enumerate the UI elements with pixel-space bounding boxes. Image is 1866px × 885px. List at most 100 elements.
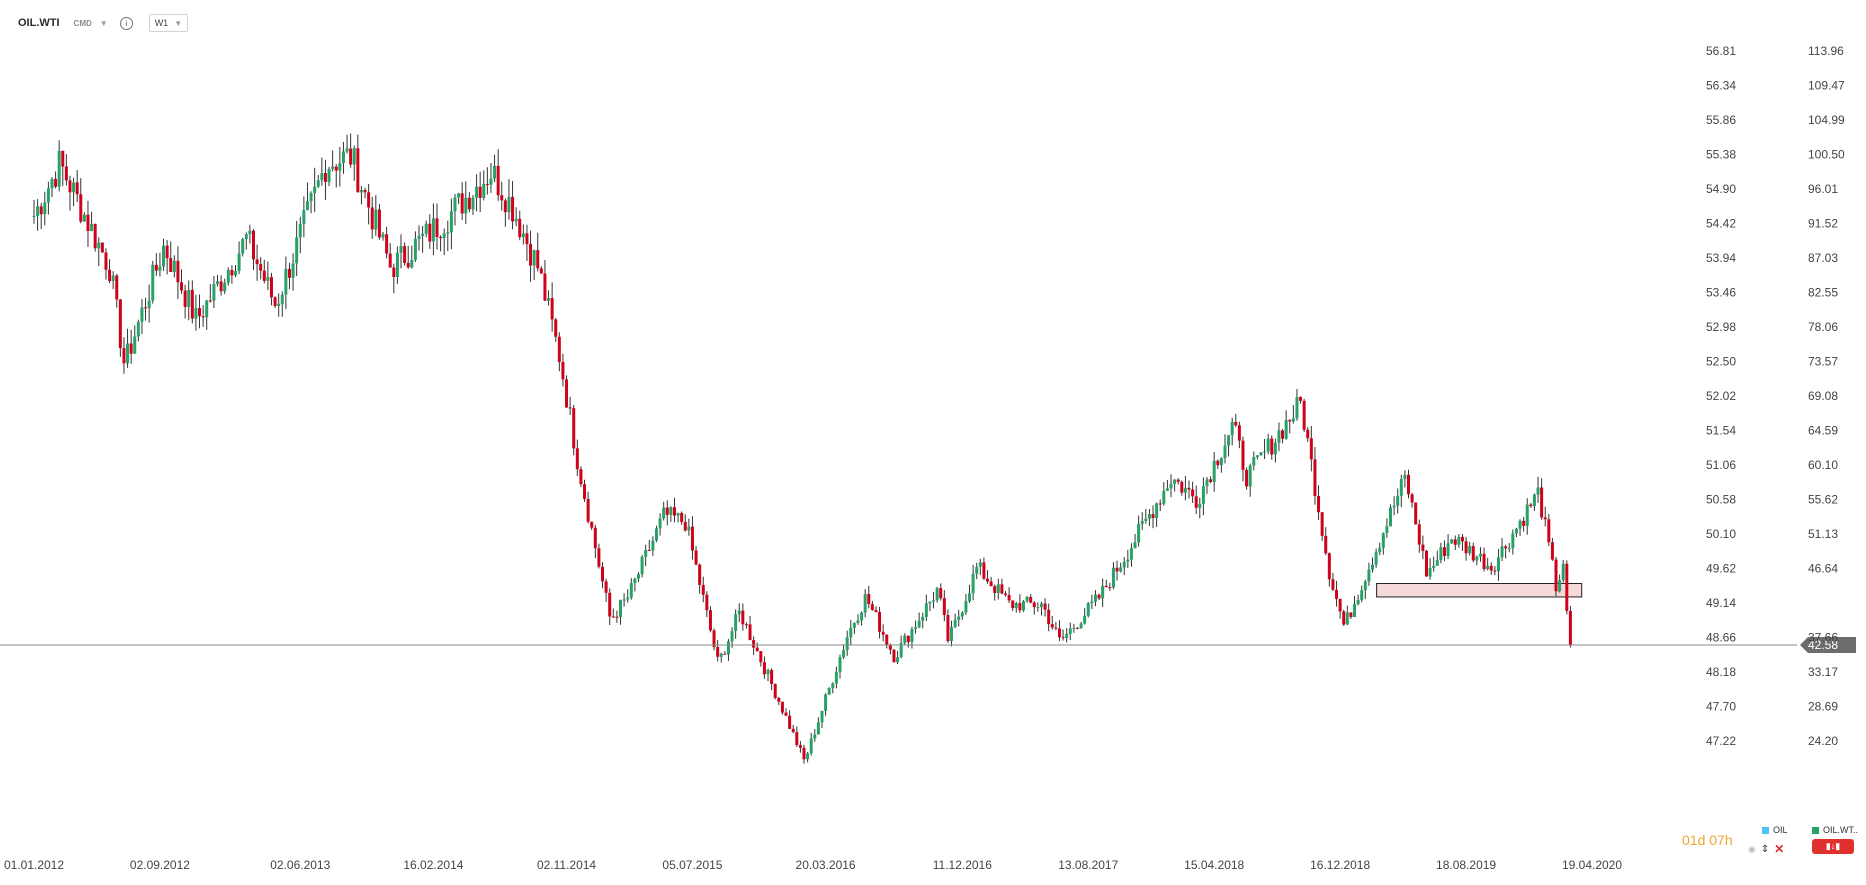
candle bbox=[46, 181, 50, 215]
candle-body bbox=[424, 223, 428, 234]
candle-body bbox=[1018, 603, 1022, 611]
candle bbox=[593, 524, 597, 559]
candle bbox=[1457, 534, 1461, 548]
candle bbox=[39, 203, 43, 230]
candle-body bbox=[719, 653, 723, 657]
candle-body bbox=[1054, 627, 1058, 629]
candle-body bbox=[557, 336, 561, 362]
candle-body bbox=[1097, 594, 1101, 599]
candle bbox=[176, 246, 180, 299]
candle-body bbox=[906, 635, 910, 643]
info-icon[interactable]: i bbox=[119, 16, 133, 30]
candle-body bbox=[1511, 533, 1515, 549]
current-price-label: 42.58 bbox=[1808, 638, 1838, 652]
candle bbox=[464, 181, 468, 225]
eye-icon[interactable]: ◉ bbox=[1748, 843, 1756, 854]
candle bbox=[1478, 547, 1482, 562]
candle-body bbox=[1324, 535, 1328, 554]
candle bbox=[1248, 463, 1252, 497]
candle bbox=[903, 633, 907, 645]
candle-body bbox=[1230, 421, 1234, 436]
candle-body bbox=[93, 223, 97, 249]
candle-body bbox=[111, 275, 115, 282]
candle bbox=[1403, 470, 1407, 488]
candle bbox=[1036, 602, 1040, 612]
timer-hours-unit: h bbox=[1724, 832, 1733, 848]
candle bbox=[964, 594, 968, 615]
candle bbox=[1291, 405, 1295, 424]
candle bbox=[230, 265, 234, 284]
candle bbox=[1500, 538, 1504, 561]
candle-body bbox=[345, 148, 349, 152]
candle bbox=[1475, 555, 1479, 566]
candle-body bbox=[640, 556, 644, 575]
candle bbox=[849, 620, 853, 646]
candle-body bbox=[618, 600, 622, 618]
candle bbox=[1392, 496, 1396, 516]
candle-body bbox=[489, 178, 493, 185]
candle bbox=[1198, 497, 1202, 519]
candle-body bbox=[1165, 488, 1169, 491]
candle-body bbox=[97, 242, 101, 249]
symbol-dropdown-icon[interactable]: ▼ bbox=[99, 18, 108, 28]
candle bbox=[446, 220, 450, 252]
candle-body bbox=[698, 564, 702, 585]
candle bbox=[669, 506, 673, 522]
candle-body bbox=[1205, 479, 1209, 487]
candle bbox=[1320, 511, 1324, 542]
candle-body bbox=[1529, 504, 1533, 507]
y-tick-left: 49.62 bbox=[1706, 562, 1736, 576]
candle bbox=[1140, 512, 1144, 531]
candle-body bbox=[737, 610, 741, 615]
candle bbox=[338, 146, 342, 187]
candle-body bbox=[158, 266, 162, 271]
candle bbox=[773, 683, 777, 700]
candle bbox=[309, 191, 313, 214]
candle-body bbox=[176, 260, 180, 283]
candle bbox=[1183, 476, 1187, 501]
candle bbox=[1324, 527, 1328, 556]
symbol-label[interactable]: OIL.WTI bbox=[18, 17, 60, 29]
timer-days: 01 bbox=[1682, 832, 1698, 848]
candle bbox=[1187, 480, 1191, 499]
candle-body bbox=[313, 186, 317, 194]
candle-body bbox=[395, 252, 399, 278]
candle-body bbox=[500, 195, 504, 201]
y-tick-left: 56.81 bbox=[1706, 44, 1736, 58]
remove-icon[interactable]: ✕ bbox=[1774, 842, 1785, 856]
candle bbox=[680, 511, 684, 525]
y-tick-right: 37.66 bbox=[1808, 631, 1838, 645]
candle-body bbox=[50, 178, 54, 189]
candle bbox=[201, 305, 205, 327]
candle-body bbox=[1302, 400, 1306, 430]
candle-body bbox=[1363, 581, 1367, 591]
candle bbox=[1338, 598, 1342, 619]
candle-body bbox=[90, 223, 94, 231]
candle-body bbox=[1536, 487, 1540, 495]
candle bbox=[1565, 560, 1569, 615]
candle-body bbox=[777, 697, 781, 702]
candle-body bbox=[1111, 567, 1115, 588]
timeframe-select[interactable]: W1 ▼ bbox=[148, 14, 189, 32]
candle-body bbox=[957, 616, 961, 620]
candle bbox=[507, 179, 511, 220]
candle-body bbox=[1507, 548, 1511, 550]
candle-body bbox=[421, 233, 425, 236]
series-badge[interactable]: ▮↓▮ bbox=[1812, 839, 1854, 854]
y-tick-left: 55.38 bbox=[1706, 148, 1736, 162]
candle-body bbox=[36, 206, 40, 217]
candle-body bbox=[1424, 550, 1428, 577]
candle-body bbox=[1392, 505, 1396, 508]
candle bbox=[1406, 469, 1410, 499]
candle-body bbox=[986, 578, 990, 582]
move-up-down-icon[interactable]: ⇕ bbox=[1760, 843, 1770, 855]
candle bbox=[1230, 417, 1234, 446]
candle bbox=[316, 175, 320, 188]
candle-body bbox=[971, 573, 975, 594]
legend-item-oilwti[interactable]: OIL.WT.. bbox=[1812, 825, 1858, 835]
legend-item-oil[interactable]: OIL bbox=[1762, 825, 1788, 835]
candle-body bbox=[1317, 495, 1321, 513]
candle-body bbox=[359, 189, 363, 193]
candle bbox=[561, 353, 565, 387]
